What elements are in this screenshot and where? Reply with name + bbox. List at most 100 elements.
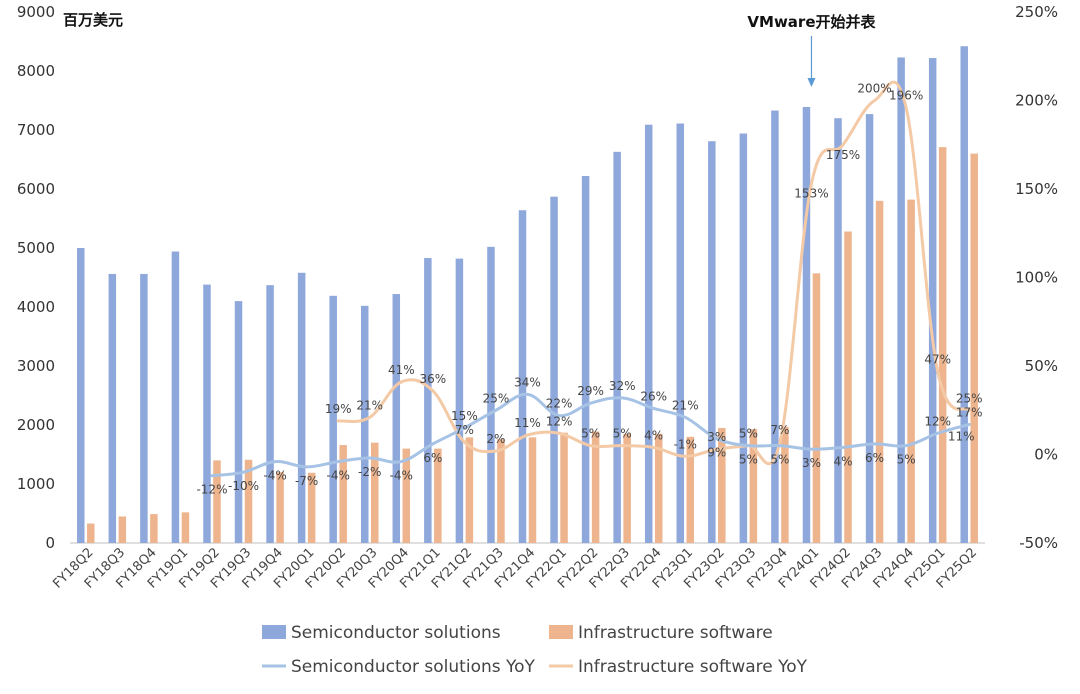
- bar-semiconductor: [108, 273, 117, 543]
- bar-infrastructure: [434, 448, 442, 543]
- label-infrastructure-yoy: 2%: [486, 432, 505, 446]
- bar-semiconductor: [234, 301, 243, 543]
- bar-infrastructure: [276, 472, 284, 543]
- bar-semiconductor: [77, 248, 85, 543]
- y-left-tick-label: 8000: [17, 62, 55, 80]
- y-left-tick-label: 9000: [17, 3, 55, 21]
- bar-semiconductor: [802, 106, 811, 544]
- bar-infrastructure: [654, 433, 663, 543]
- label-infrastructure-yoy: 153%: [794, 187, 828, 201]
- y-left-tick-label: 4000: [17, 298, 55, 316]
- y-left-tick-label: 7000: [17, 121, 55, 139]
- bar-semiconductor: [897, 57, 905, 544]
- label-infrastructure-yoy: 47%: [924, 352, 951, 366]
- y-right-tick-label: -50%: [1019, 534, 1058, 552]
- bar-infrastructure: [213, 460, 221, 543]
- bar-semiconductor: [518, 210, 527, 544]
- label-semiconductor-yoy: -4%: [263, 469, 286, 483]
- bar-semiconductor: [392, 294, 401, 543]
- label-semiconductor-yoy: 25%: [483, 391, 510, 405]
- bar-infrastructure: [244, 459, 253, 543]
- bar-infrastructure: [844, 231, 852, 544]
- bar-infrastructure: [370, 442, 379, 543]
- bar-infrastructure: [150, 514, 158, 543]
- label-semiconductor-yoy: 15%: [451, 409, 478, 423]
- label-semiconductor-yoy: 5%: [770, 453, 789, 467]
- bar-semiconductor: [487, 246, 495, 543]
- label-infrastructure-yoy: 196%: [889, 89, 923, 103]
- bar-infrastructure: [181, 512, 190, 543]
- annotation-arrow-head: [807, 78, 816, 87]
- label-semiconductor-yoy: 26%: [640, 389, 667, 403]
- label-infrastructure-yoy: 5%: [739, 427, 758, 441]
- label-infrastructure-yoy: 7%: [455, 423, 474, 437]
- legend-label: Infrastructure software: [578, 623, 773, 643]
- bar-semiconductor: [455, 258, 464, 543]
- legend-label: Semiconductor solutions YoY: [291, 657, 536, 677]
- bar-semiconductor: [708, 141, 716, 543]
- label-infrastructure-yoy: 21%: [356, 398, 383, 412]
- y-right-tick-label: 50%: [1025, 357, 1058, 375]
- legend-label: Semiconductor solutions: [291, 623, 501, 643]
- label-infrastructure-yoy: 3%: [707, 430, 726, 444]
- bar-infrastructure: [307, 472, 316, 543]
- bar-infrastructure: [938, 147, 947, 544]
- bar-semiconductor: [581, 176, 590, 543]
- label-semiconductor-yoy: -7%: [295, 474, 318, 488]
- bar-infrastructure: [781, 426, 789, 543]
- bar-infrastructure: [623, 433, 631, 543]
- bar-semiconductor: [266, 285, 274, 543]
- bar-infrastructure: [402, 448, 411, 543]
- bar-semiconductor: [203, 284, 211, 543]
- label-semiconductor-yoy: 6%: [865, 451, 884, 465]
- bar-infrastructure: [87, 523, 95, 543]
- bar-semiconductor: [297, 272, 306, 543]
- label-semiconductor-yoy: 22%: [546, 397, 573, 411]
- label-semiconductor-yoy: 32%: [609, 379, 636, 393]
- label-semiconductor-yoy: 12%: [924, 414, 951, 428]
- label-infrastructure-yoy: 5%: [613, 427, 632, 441]
- legend-label: Infrastructure software YoY: [578, 657, 808, 677]
- bar-infrastructure: [118, 516, 127, 543]
- y-right-tick-label: 250%: [1015, 3, 1058, 21]
- annotation-label: VMware开始并表: [747, 13, 876, 31]
- bar-semiconductor: [329, 295, 337, 543]
- label-infrastructure-yoy: 4%: [644, 428, 663, 442]
- label-semiconductor-yoy: 5%: [897, 453, 916, 467]
- label-infrastructure-yoy: 5%: [581, 427, 600, 441]
- bar-semiconductor: [360, 305, 369, 543]
- legend-swatch: [262, 625, 286, 639]
- bar-semiconductor: [550, 196, 558, 544]
- bar-semiconductor: [676, 123, 685, 543]
- label-semiconductor-yoy: 5%: [739, 453, 758, 467]
- label-infrastructure-yoy: 11%: [514, 416, 541, 430]
- bar-infrastructure: [812, 273, 821, 543]
- label-semiconductor-yoy: 29%: [577, 384, 604, 398]
- y-left-tick-label: 6000: [17, 180, 55, 198]
- bar-semiconductor: [140, 273, 148, 543]
- label-semiconductor-yoy: -4%: [327, 469, 350, 483]
- label-semiconductor-yoy: -2%: [358, 465, 381, 479]
- bar-semiconductor: [928, 58, 937, 544]
- y-left-tick-label: 5000: [17, 239, 55, 257]
- y-right-tick-label: 200%: [1015, 92, 1058, 110]
- label-infrastructure-yoy: 19%: [325, 402, 352, 416]
- bar-infrastructure: [718, 427, 726, 543]
- bar-semiconductor: [424, 258, 432, 543]
- bar-infrastructure: [591, 431, 600, 543]
- label-semiconductor-yoy: -10%: [228, 479, 259, 493]
- bar-infrastructure: [339, 445, 347, 543]
- label-infrastructure-yoy: -1%: [674, 437, 697, 451]
- bar-infrastructure: [970, 153, 978, 543]
- unit-label: 百万美元: [63, 11, 123, 29]
- bar-infrastructure: [749, 429, 758, 543]
- bar-infrastructure: [497, 439, 505, 543]
- bar-semiconductor: [834, 118, 842, 543]
- label-infrastructure-yoy: 175%: [826, 148, 860, 162]
- bar-semiconductor: [613, 151, 621, 543]
- label-semiconductor-yoy: 17%: [956, 405, 983, 419]
- label-semiconductor-yoy: 21%: [672, 398, 699, 412]
- label-infrastructure-yoy: 36%: [420, 372, 447, 386]
